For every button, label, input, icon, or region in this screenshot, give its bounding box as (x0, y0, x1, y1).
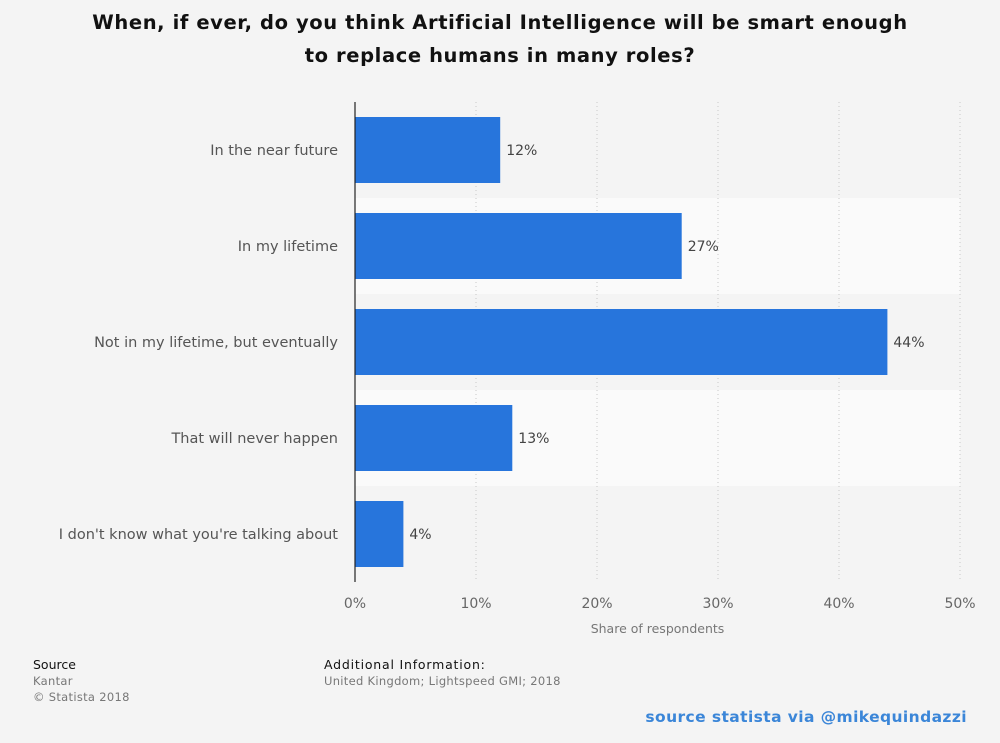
additional-info-block: Additional Information: United Kingdom; … (324, 657, 561, 689)
data-label: 4% (409, 527, 431, 543)
x-axis-title: Share of respondents (591, 621, 725, 636)
x-tick-label: 10% (460, 596, 491, 612)
category-label: I don't know what you're talking about (59, 527, 339, 543)
bar (355, 309, 888, 375)
bar (355, 405, 513, 471)
copyright: © Statista 2018 (33, 690, 130, 704)
additional-info-heading: Additional Information: (324, 657, 486, 672)
chart-title-line-2: to replace humans in many roles? (304, 44, 696, 67)
x-tick-label: 20% (581, 596, 612, 612)
category-label: Not in my lifetime, but eventually (94, 335, 338, 351)
bar (355, 117, 501, 183)
category-label: That will never happen (170, 431, 338, 447)
source-name: Kantar (33, 674, 73, 688)
source-block: Source Kantar © Statista 2018 (33, 657, 130, 705)
x-tick-label: 30% (702, 596, 733, 612)
data-label: 27% (688, 239, 719, 255)
data-label: 44% (893, 335, 924, 351)
data-label: 13% (518, 431, 549, 447)
x-tick-label: 40% (823, 596, 854, 612)
bar (355, 501, 404, 567)
bar (355, 213, 682, 279)
chart-title: When, if ever, do you think Artificial I… (0, 6, 1000, 72)
category-label: In my lifetime (238, 239, 338, 255)
category-label: In the near future (210, 143, 338, 159)
source-heading: Source (33, 657, 76, 672)
x-tick-label: 50% (944, 596, 975, 612)
additional-info-text: United Kingdom; Lightspeed GMI; 2018 (324, 674, 561, 688)
chart-title-line-1: When, if ever, do you think Artificial I… (92, 11, 908, 34)
source-credit: source statista via @mikequindazzi (645, 708, 967, 726)
data-label: 12% (506, 143, 537, 159)
x-tick-label: 0% (344, 596, 366, 612)
